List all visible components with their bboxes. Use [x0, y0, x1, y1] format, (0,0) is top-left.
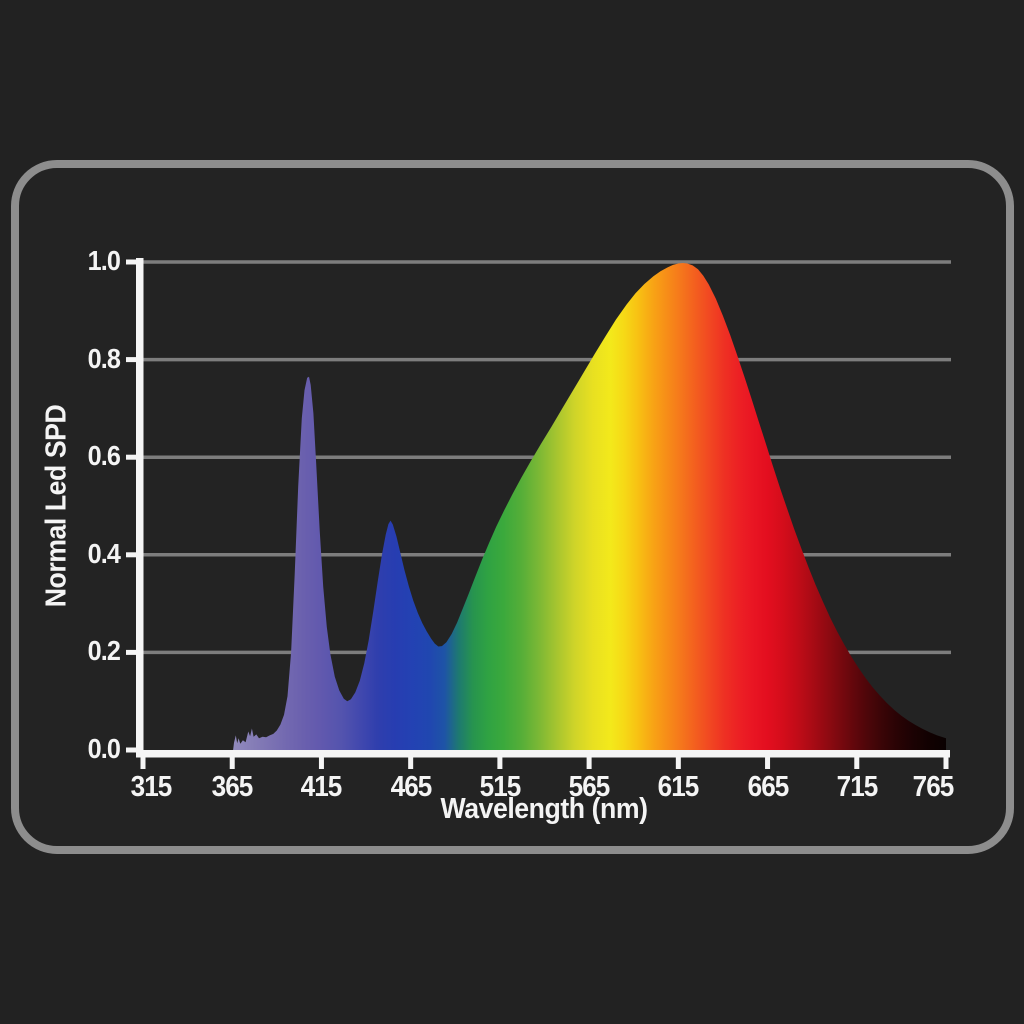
y-tick-mark: [126, 552, 140, 558]
y-tick-label: 0.8: [87, 342, 121, 374]
x-axis-title: Wavelength (nm): [440, 793, 648, 825]
y-tick-label: 0.6: [87, 440, 121, 472]
y-tick-mark: [126, 454, 140, 460]
x-tick-mark: [765, 750, 771, 769]
x-tick-label: 665: [747, 771, 789, 803]
x-tick-mark: [943, 750, 949, 769]
x-tick-mark: [408, 750, 414, 769]
y-tick-mark: [126, 357, 140, 363]
x-tick-mark: [675, 750, 681, 769]
y-tick-label: 0.0: [87, 733, 121, 764]
x-tick-label: 615: [657, 771, 700, 803]
x-tick-mark: [854, 750, 860, 769]
x-tick-label: 515: [479, 771, 521, 803]
y-tick-label: 0.4: [87, 537, 121, 569]
y-tick-mark: [126, 649, 140, 655]
y-tick-mark: [126, 259, 140, 265]
y-tick-label: 0.2: [87, 635, 121, 667]
axes: [126, 258, 950, 769]
x-tick-label: 415: [301, 771, 343, 803]
y-axis-line: [136, 258, 144, 758]
x-tick-label: 365: [211, 771, 254, 803]
x-tick-label: 565: [568, 771, 611, 803]
x-tick-mark: [229, 750, 235, 769]
y-tick-label: 1.0: [87, 245, 121, 276]
x-tick-label: 765: [912, 771, 955, 803]
x-tick-label: 715: [836, 771, 878, 803]
y-tick-mark: [126, 747, 140, 753]
spd-curve-area: [233, 263, 947, 754]
x-axis-line: [136, 750, 950, 758]
x-tick-mark: [140, 750, 146, 769]
x-tick-mark: [318, 750, 324, 769]
x-tick-mark: [586, 750, 592, 769]
x-tick-mark: [497, 750, 503, 769]
y-axis-title: Normal Led SPD: [40, 404, 73, 608]
x-tick-label: 465: [390, 771, 432, 803]
x-tick-label: 315: [130, 771, 173, 803]
